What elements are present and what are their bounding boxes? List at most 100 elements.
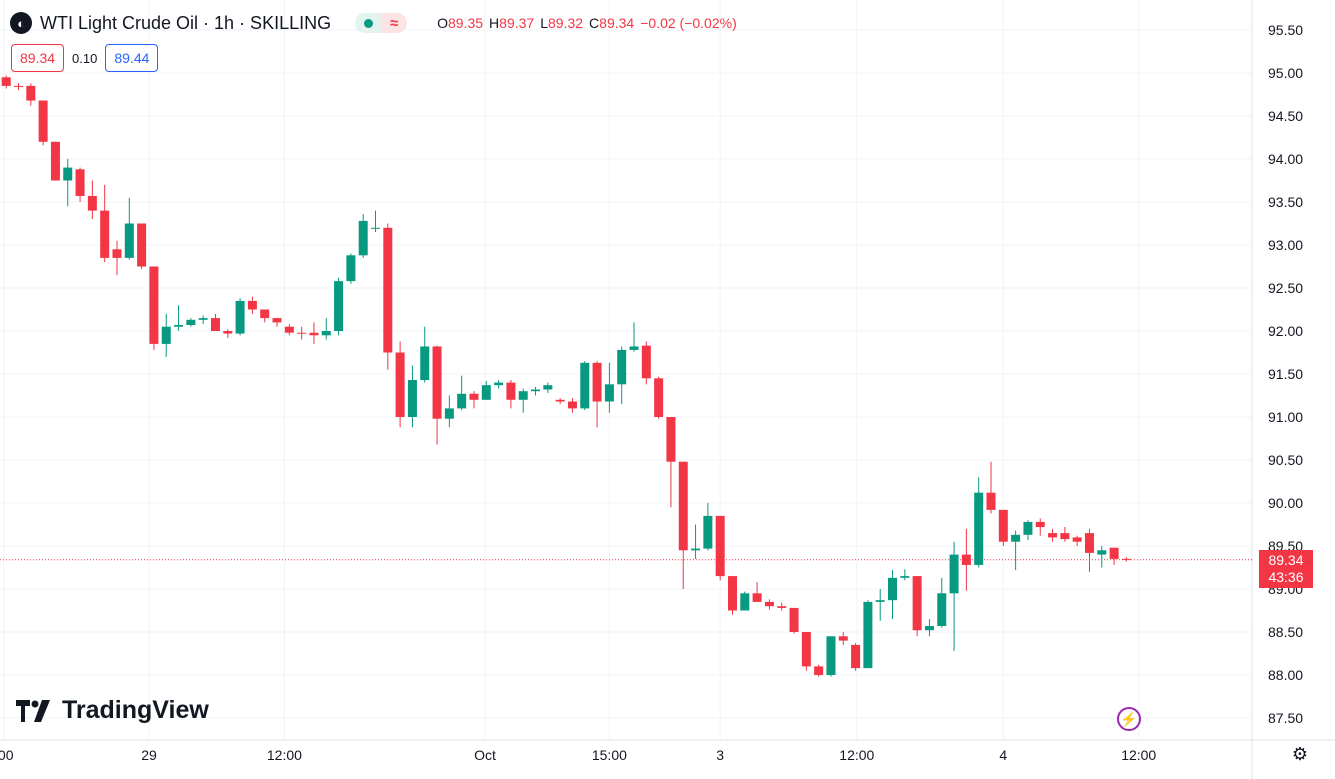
price-tick-label: 94.50 [1268, 108, 1303, 124]
spread-value: 0.10 [72, 50, 98, 66]
candle-body [100, 210, 110, 258]
candle-body [801, 632, 811, 667]
candle-body [174, 324, 184, 327]
price-tick-label: 95.00 [1268, 65, 1303, 81]
candle-body [1072, 537, 1082, 542]
candle-body [851, 644, 861, 669]
candle-body [654, 378, 664, 417]
candle-body [912, 576, 922, 631]
candle-body [949, 554, 959, 594]
candle-body [937, 593, 947, 626]
candle-body [900, 576, 910, 578]
candle-body [112, 249, 122, 258]
candle-body [26, 85, 36, 101]
candle-body [580, 362, 590, 409]
symbol-title[interactable]: WTI Light Crude Oil · 1h · SKILLING [40, 12, 332, 33]
candle-body [1060, 533, 1070, 540]
candle-body [888, 577, 898, 601]
candle-body [210, 318, 220, 331]
settings-gear-icon[interactable]: ⚙ [1291, 743, 1309, 764]
buy-button[interactable]: 89.44 [105, 44, 159, 72]
time-tick-label: Oct [474, 747, 496, 763]
candle-body [518, 391, 528, 400]
bid-ask-panel: 89.34 0.10 89.44 [11, 44, 159, 72]
candle-body [1011, 534, 1021, 542]
candle-body [395, 352, 405, 417]
price-tick-label: 91.50 [1268, 366, 1303, 382]
sell-button[interactable]: 89.34 [11, 44, 65, 72]
candle-body [358, 220, 368, 256]
price-tick-label: 90.50 [1268, 452, 1303, 468]
time-tick-label: 4 [999, 747, 1007, 763]
candle-body [531, 389, 541, 392]
candle-body [961, 554, 971, 565]
price-tick-label: 87.50 [1268, 710, 1303, 726]
price-tick-label: 91.00 [1268, 409, 1303, 425]
candle-body [383, 227, 393, 353]
time-tick-label: 3 [716, 747, 724, 763]
candle-body [284, 326, 294, 333]
candle-body [432, 346, 442, 419]
candle-body [715, 515, 725, 577]
candle-body [826, 636, 836, 675]
candle-body [481, 385, 491, 400]
market-open-icon[interactable] [355, 13, 382, 33]
candle-body [321, 331, 331, 336]
candle-body [752, 593, 762, 602]
symbol-logo-icon: ◐ [10, 12, 32, 34]
candle-body [838, 636, 848, 641]
candle-body [444, 408, 454, 419]
candle-body [863, 601, 873, 669]
candle-body [567, 401, 577, 409]
candle-body [161, 326, 171, 344]
candle-body [494, 382, 504, 386]
candle-body [703, 515, 713, 549]
candle-body [457, 393, 467, 409]
chart-header: ◐ WTI Light Crude Oil · 1h · SKILLING ≈ … [10, 10, 737, 36]
candle-body [641, 345, 651, 379]
candle-body [186, 319, 196, 325]
candle-body [764, 601, 774, 607]
candle-body [740, 593, 750, 611]
candle-body [1023, 521, 1033, 535]
candle-body [678, 461, 688, 551]
candle-body [260, 309, 270, 319]
candle-body [555, 399, 565, 402]
price-tick-label: 94.00 [1268, 151, 1303, 167]
lightning-icon[interactable]: ⚡ [1117, 707, 1141, 731]
bar-countdown: 43:36 [1268, 569, 1304, 585]
candle-body [309, 332, 319, 336]
candle-body [617, 349, 627, 385]
candle-body [346, 255, 356, 282]
candle-body [223, 331, 233, 334]
candle-body [1048, 533, 1058, 538]
time-tick-label: 15:00 [592, 747, 627, 763]
price-tick-label: 93.50 [1268, 194, 1303, 210]
candle-body [629, 346, 639, 350]
tradingview-logo-icon [16, 699, 50, 722]
price-tick-label: 92.00 [1268, 323, 1303, 339]
candle-body [924, 625, 934, 631]
candle-body [998, 509, 1008, 542]
data-feed-icon[interactable]: ≈ [381, 13, 408, 33]
price-tick-label: 90.00 [1268, 495, 1303, 511]
time-tick-label: 29 [141, 747, 157, 763]
tradingview-wordmark: TradingView [62, 696, 209, 724]
candle-body [297, 332, 307, 334]
candle-body [38, 100, 48, 142]
price-tick-label: 88.50 [1268, 624, 1303, 640]
candle-body [50, 141, 60, 181]
candle-body [727, 576, 737, 611]
candle-body [124, 223, 134, 258]
candle-body [986, 492, 996, 510]
candle-body [1, 77, 11, 86]
candle-body [974, 492, 984, 565]
time-tick-label: 12:00 [1121, 747, 1156, 763]
ohlc-values: O89.35 H89.37 L89.32 C89.34 −0.02 (−0.02… [437, 15, 737, 31]
candle-body [814, 666, 824, 675]
time-tick-label: :00 [0, 747, 14, 763]
candle-body [506, 382, 516, 400]
tradingview-logo[interactable]: TradingView [16, 696, 209, 725]
status-pills[interactable]: ≈ [355, 13, 408, 33]
